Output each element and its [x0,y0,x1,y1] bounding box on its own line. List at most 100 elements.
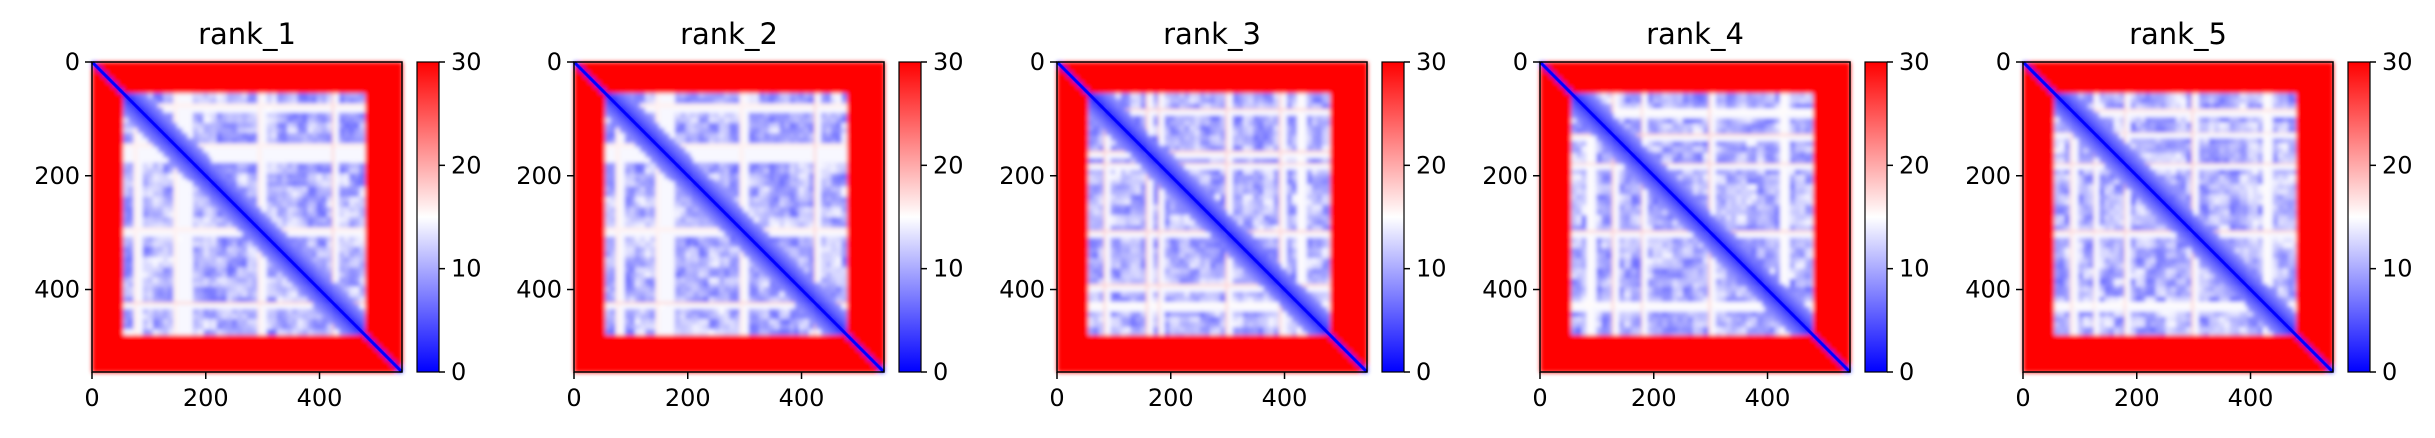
heatmap-cell [198,231,205,238]
heatmap-cell [359,147,366,154]
heatmap-cell [302,355,309,362]
heatmap-cell [276,207,283,213]
heatmap-cell [231,246,238,253]
heatmap-cell [316,107,323,114]
heatmap-cell [257,217,263,223]
heatmap-cell [779,82,786,89]
heatmap-cell [281,286,288,293]
heatmap-cell [276,231,283,238]
heatmap-cell [107,231,114,238]
heatmap-cell [147,62,154,68]
heatmap-cell [226,340,233,346]
heatmap-cell [97,72,103,78]
heatmap-cell [133,62,139,68]
heatmap-cell [395,236,402,243]
heatmap-cell [107,308,114,315]
heatmap-cell [395,152,402,159]
heatmap-cell [117,186,124,193]
heatmap-cell [216,217,223,223]
heatmap-cell [266,212,273,218]
heatmap-cell [370,324,376,330]
heatmap-cell [302,107,309,114]
heatmap-cell [380,308,387,315]
heatmap-cell [221,107,228,114]
heatmap-cell [370,251,376,258]
heatmap-cell [307,127,314,134]
heatmap-cell [292,324,298,330]
heatmap-cell [193,335,199,341]
heatmap-cell [390,82,397,89]
heatmap-cell [221,67,228,73]
heatmap-cell [634,93,641,99]
heatmap-cell [292,67,298,73]
heatmap-cell [281,365,288,372]
heatmap-cell [326,127,333,134]
heatmap-cell [168,365,174,372]
heatmap-cell [242,296,248,303]
heatmap-cell [321,282,328,288]
heatmap-cell [803,93,810,99]
heatmap-cell [242,251,248,258]
heatmap-cell [375,236,381,243]
heatmap-cell [157,340,164,346]
heatmap-cell [281,241,288,248]
heatmap-cell [333,98,340,105]
heatmap-cell [203,181,210,188]
heatmap-cell [117,308,124,315]
heatmap-cell [221,178,228,183]
heatmap-cell [703,67,710,73]
heatmap-cell [708,98,715,105]
heatmap-cell [287,196,293,203]
heatmap-cell [287,282,293,288]
heatmap-cell [302,72,309,78]
heatmap-cell [237,117,243,124]
heatmap-cell [112,308,119,315]
heatmap-cell [312,313,318,320]
heatmap-cell [257,246,263,253]
heatmap-cell [102,231,108,238]
heatmap-cell [193,122,199,129]
heatmap-cell [137,319,144,325]
heatmap-cell [133,77,139,84]
heatmap-cell [211,272,218,279]
heatmap-cell [163,117,169,124]
heatmap-cell [257,236,263,243]
heatmap-cell [338,329,345,336]
heatmap-cell [659,93,666,99]
heatmap-cell [292,340,298,346]
heatmap-cell [157,112,164,119]
heatmap-cell [147,212,154,218]
heatmap-cell [152,77,159,84]
heatmap-cell [332,186,335,193]
heatmap-cell [359,107,366,114]
heatmap-cell [302,93,309,99]
heatmap-cell [117,138,124,144]
heatmap-cell [271,196,278,203]
heatmap-cell [231,112,238,119]
heatmap-cell [292,152,298,159]
heatmap-cell [211,319,218,325]
heatmap-cell [107,127,114,134]
heatmap-cell [599,62,606,68]
heatmap-cell [163,93,169,99]
heatmap-cell [841,82,848,89]
heatmap-cell [354,181,360,188]
heatmap-cell [370,181,376,188]
heatmap-cell [247,157,253,164]
heatmap-cell [182,191,189,198]
heatmap-cell [619,62,626,68]
heatmap-cell [354,308,360,315]
heatmap-cell [211,241,218,248]
heatmap-cell [92,222,98,229]
heatmap-cell [729,87,735,94]
heatmap-cell [690,87,695,94]
heatmap-cell [370,291,376,298]
heatmap-cell [237,77,243,84]
heatmap-cell [216,365,223,372]
heatmap-cell [332,360,335,367]
heatmap-cell [237,267,243,274]
heatmap-cell [365,122,371,129]
heatmap-cell [216,212,223,218]
heatmap-cell [252,286,259,293]
heatmap-cell [316,251,323,258]
